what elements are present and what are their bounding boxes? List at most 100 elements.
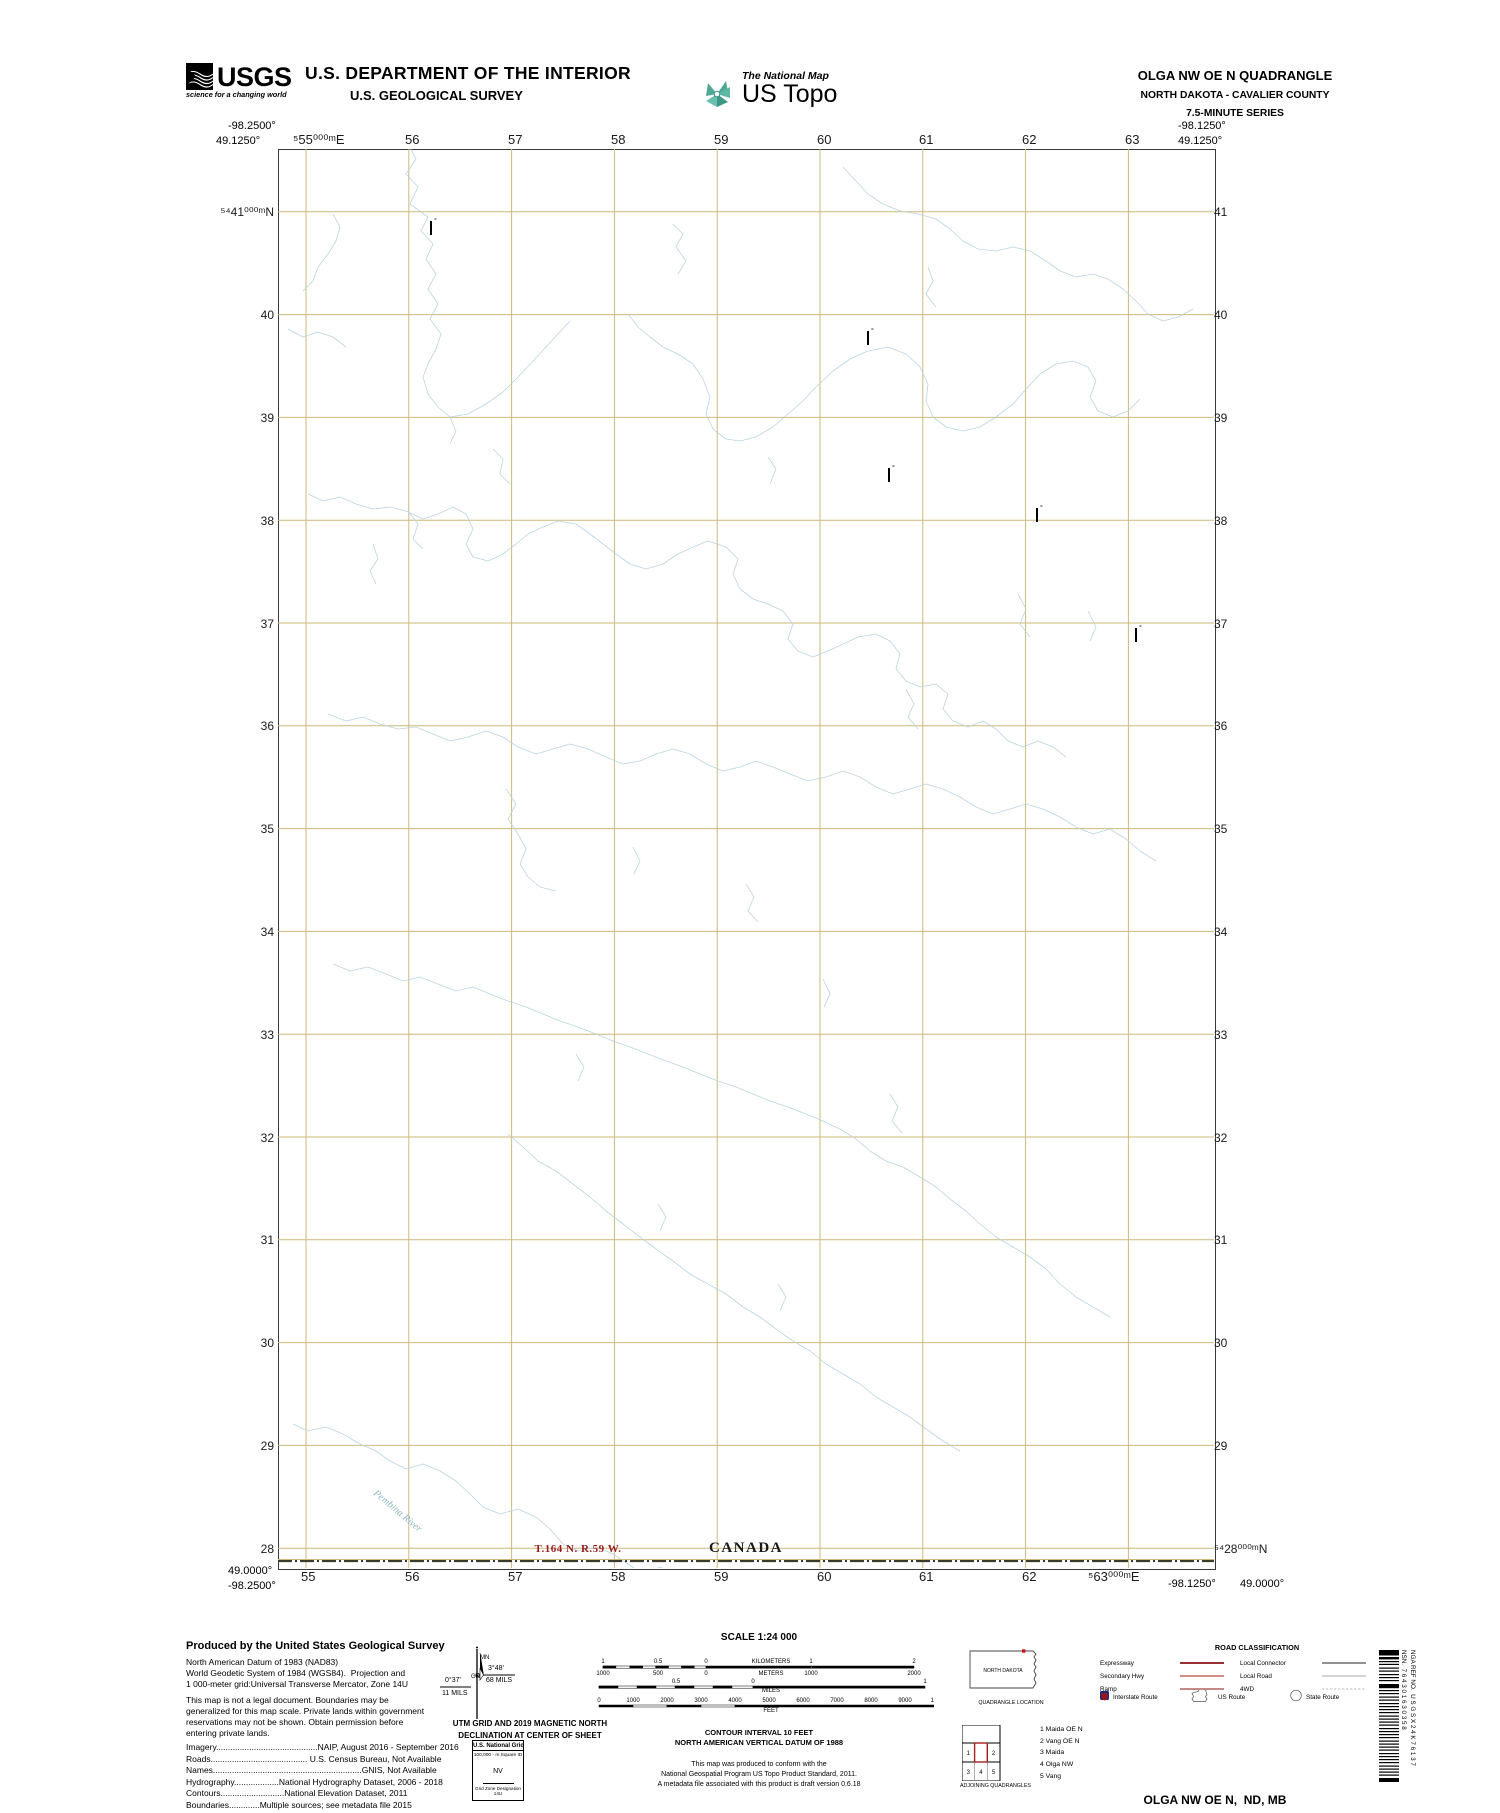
svg-text:⁵55⁰⁰⁰ᵐE: ⁵55⁰⁰⁰ᵐE bbox=[293, 132, 345, 147]
svg-text:5000: 5000 bbox=[762, 1698, 776, 1704]
svg-text:62: 62 bbox=[1022, 132, 1036, 147]
svg-text:MN: MN bbox=[480, 1655, 489, 1661]
svg-text:29: 29 bbox=[261, 1439, 274, 1453]
svg-text:500: 500 bbox=[653, 1671, 664, 1677]
svg-text:36: 36 bbox=[1214, 719, 1228, 733]
svg-text:30: 30 bbox=[1214, 1336, 1228, 1350]
svg-text:NORTH DAKOTA: NORTH DAKOTA bbox=[983, 1668, 1023, 1674]
svg-text:0.5: 0.5 bbox=[654, 1659, 663, 1665]
svg-text:Local Connector: Local Connector bbox=[1240, 1660, 1286, 1667]
svg-text:US Topo: US Topo bbox=[742, 80, 837, 108]
svg-text:34: 34 bbox=[1214, 925, 1228, 939]
svg-text:0: 0 bbox=[597, 1698, 601, 1704]
svg-text:40: 40 bbox=[1214, 308, 1228, 322]
svg-text:40: 40 bbox=[261, 308, 274, 322]
svg-text:31: 31 bbox=[1214, 1233, 1228, 1247]
svg-text:1000: 1000 bbox=[626, 1698, 640, 1704]
svg-text:32: 32 bbox=[261, 1131, 274, 1145]
svg-text:33: 33 bbox=[261, 1028, 274, 1042]
svg-text:29: 29 bbox=[1214, 1439, 1228, 1453]
svg-text:61: 61 bbox=[919, 1569, 933, 1584]
svg-text:57: 57 bbox=[508, 1569, 522, 1584]
svg-text:3000: 3000 bbox=[694, 1698, 708, 1704]
svg-text:2: 2 bbox=[992, 1751, 996, 1757]
svg-text:CANADA: CANADA bbox=[709, 1540, 783, 1556]
svg-text:56: 56 bbox=[405, 132, 419, 147]
svg-text:35: 35 bbox=[261, 822, 274, 836]
svg-text:28: 28 bbox=[261, 1542, 274, 1556]
svg-text:39: 39 bbox=[1214, 411, 1228, 425]
svg-text:60: 60 bbox=[817, 1569, 831, 1584]
svg-text:NGA REF NO. U S G S X 2 4 K 7: NGA REF NO. U S G S X 2 4 K 7 6 1 3 7 bbox=[1409, 1650, 1416, 1766]
svg-text:Expressway: Expressway bbox=[1100, 1660, 1135, 1667]
svg-text:37: 37 bbox=[261, 617, 274, 631]
svg-text:38: 38 bbox=[1214, 514, 1228, 528]
svg-text:36: 36 bbox=[261, 719, 274, 733]
svg-text:59: 59 bbox=[714, 132, 728, 147]
svg-text:61: 61 bbox=[919, 132, 933, 147]
svg-text:7000: 7000 bbox=[830, 1698, 844, 1704]
svg-text:58: 58 bbox=[611, 1569, 625, 1584]
svg-text:KILOMETERS: KILOMETERS bbox=[752, 1659, 791, 1665]
svg-text:37: 37 bbox=[1214, 617, 1228, 631]
svg-text:°: ° bbox=[434, 217, 437, 225]
svg-text:57: 57 bbox=[508, 132, 522, 147]
svg-text:MILES: MILES bbox=[762, 1688, 780, 1694]
svg-text:68 MILS: 68 MILS bbox=[486, 1677, 512, 1684]
svg-text:2000: 2000 bbox=[907, 1671, 921, 1677]
svg-text:°: ° bbox=[871, 327, 874, 335]
svg-text:34: 34 bbox=[261, 925, 274, 939]
svg-text:⁵63⁰⁰⁰ᵐE: ⁵63⁰⁰⁰ᵐE bbox=[1088, 1569, 1140, 1584]
svg-text:0.5: 0.5 bbox=[672, 1679, 681, 1685]
svg-text:55: 55 bbox=[301, 1569, 315, 1584]
svg-text:39: 39 bbox=[261, 411, 274, 425]
svg-text:56: 56 bbox=[405, 1569, 419, 1584]
svg-text:science for a changing world: science for a changing world bbox=[186, 90, 287, 99]
svg-text:2: 2 bbox=[912, 1659, 916, 1665]
svg-text:°: ° bbox=[1040, 504, 1043, 512]
svg-text:FEET: FEET bbox=[763, 1708, 779, 1714]
svg-text:10000: 10000 bbox=[931, 1698, 934, 1704]
svg-text:6000: 6000 bbox=[796, 1698, 810, 1704]
svg-text:1: 1 bbox=[967, 1751, 971, 1757]
svg-text:1000: 1000 bbox=[804, 1671, 818, 1677]
svg-text:4000: 4000 bbox=[728, 1698, 742, 1704]
svg-text:0: 0 bbox=[751, 1679, 755, 1685]
svg-text:1: 1 bbox=[809, 1659, 813, 1665]
svg-text:1000: 1000 bbox=[596, 1671, 610, 1677]
svg-text:30: 30 bbox=[261, 1336, 274, 1350]
svg-text:°: ° bbox=[892, 464, 895, 472]
svg-text:8000: 8000 bbox=[864, 1698, 878, 1704]
svg-text:31: 31 bbox=[261, 1233, 274, 1247]
svg-text:2000: 2000 bbox=[660, 1698, 674, 1704]
svg-text:Interstate Route: Interstate Route bbox=[1113, 1694, 1158, 1701]
svg-text:38: 38 bbox=[261, 514, 274, 528]
svg-text:1: 1 bbox=[601, 1659, 605, 1665]
svg-text:⁵⁴28⁰⁰⁰ᵐN: ⁵⁴28⁰⁰⁰ᵐN bbox=[1214, 1542, 1267, 1556]
svg-text:US Route: US Route bbox=[1218, 1694, 1246, 1701]
svg-text:State Route: State Route bbox=[1306, 1694, 1340, 1701]
svg-text:41: 41 bbox=[1214, 205, 1228, 219]
svg-text:62: 62 bbox=[1022, 1569, 1036, 1584]
svg-text:33: 33 bbox=[1214, 1028, 1228, 1042]
svg-text:1: 1 bbox=[923, 1679, 927, 1685]
svg-text:0°37': 0°37' bbox=[445, 1676, 461, 1684]
svg-text:NSN. 7 6 4 3 0 1 6 3 0 3 5 8: NSN. 7 6 4 3 0 1 6 3 0 3 5 8 bbox=[1400, 1650, 1407, 1730]
svg-text:60: 60 bbox=[817, 132, 831, 147]
svg-text:58: 58 bbox=[611, 132, 625, 147]
svg-text:Pembina River: Pembina River bbox=[370, 1487, 424, 1535]
svg-text:4: 4 bbox=[979, 1770, 983, 1776]
svg-text:9000: 9000 bbox=[898, 1698, 912, 1704]
svg-text:USGS: USGS bbox=[217, 63, 292, 92]
svg-text:3°48': 3°48' bbox=[488, 1664, 504, 1672]
svg-text:T.164 N. R.59 W.: T.164 N. R.59 W. bbox=[535, 1543, 622, 1555]
svg-text:Secondary Hwy: Secondary Hwy bbox=[1100, 1673, 1145, 1680]
svg-text:GN: GN bbox=[471, 1674, 480, 1680]
svg-text:0: 0 bbox=[704, 1659, 708, 1665]
svg-text:METERS: METERS bbox=[758, 1671, 783, 1677]
svg-text:°: ° bbox=[1139, 624, 1142, 632]
svg-text:11 MILS: 11 MILS bbox=[442, 1690, 468, 1697]
svg-text:35: 35 bbox=[1214, 822, 1228, 836]
svg-text:3: 3 bbox=[967, 1770, 971, 1776]
svg-text:0: 0 bbox=[704, 1671, 708, 1677]
